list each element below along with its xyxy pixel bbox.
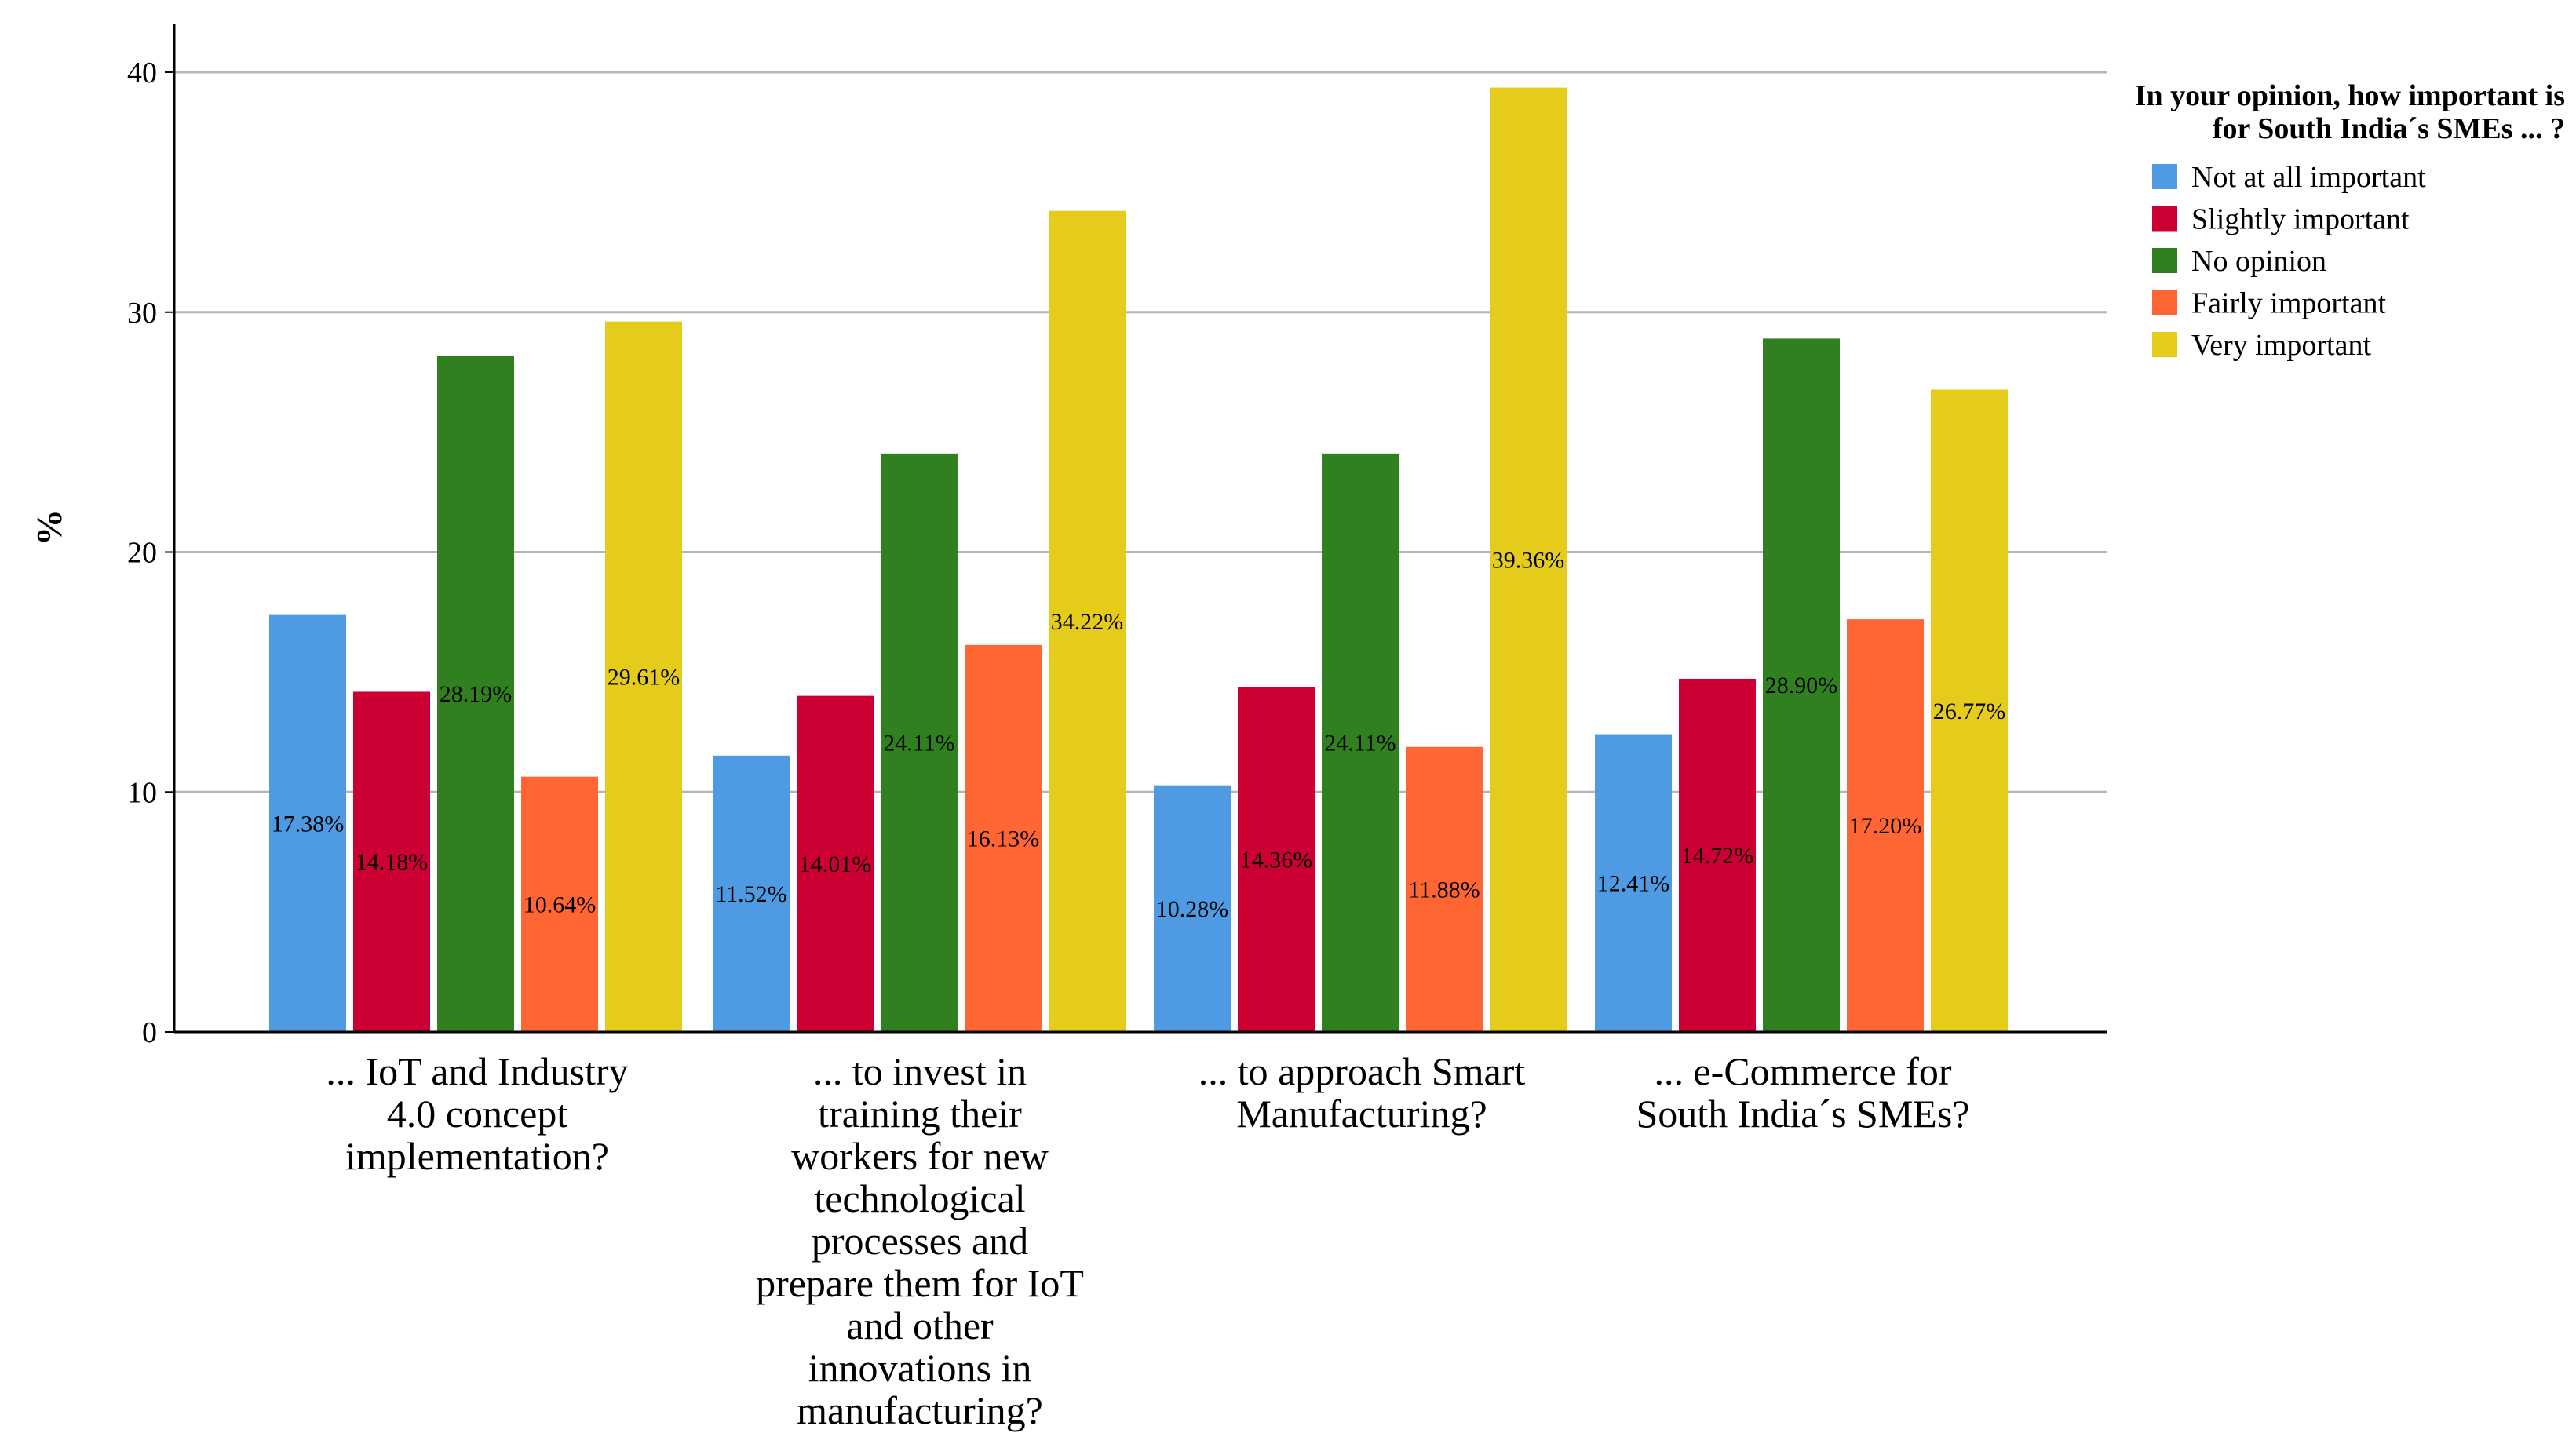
legend-entry: Very important: [2191, 329, 2371, 362]
bar-very-important-4: [1931, 389, 2008, 1032]
data-label: 11.88%: [1408, 877, 1480, 903]
data-label: 16.13%: [967, 826, 1040, 851]
bar-no-opinion-4: [1763, 338, 1840, 1032]
legend-swatch: [2152, 206, 2177, 232]
data-labels: 17.38% 11.52% 10.28% 12.41% 14.18% 14.01% 14.3…: [272, 547, 2006, 922]
data-label: 24.11%: [1324, 730, 1396, 756]
data-label: 12.41%: [1597, 870, 1670, 896]
data-label: 29.61%: [608, 664, 680, 690]
legend-swatch: [2152, 332, 2177, 357]
bar-not-at-all-important-2: [713, 755, 790, 1032]
legend-entry: Fairly important: [2191, 287, 2386, 320]
y-tick-label: 0: [142, 1016, 157, 1049]
bar-no-opinion-2: [881, 453, 958, 1032]
data-label: 10.64%: [524, 892, 597, 917]
data-label: 14.01%: [799, 851, 872, 877]
bar-no-opinion-1: [437, 356, 514, 1032]
data-label: 17.20%: [1849, 813, 1922, 839]
legend-swatch: [2152, 248, 2177, 273]
bar-no-opinion-3: [1322, 453, 1399, 1032]
data-label: 17.38%: [272, 811, 345, 837]
bar-not-at-all-important-4: [1595, 734, 1672, 1032]
data-label: 28.90%: [1765, 673, 1838, 698]
bar-fairly-important-2: [965, 644, 1042, 1032]
bar-slightly-important-3: [1238, 687, 1315, 1032]
category-label: ... to invest in training their workers fo…: [756, 1049, 1084, 1432]
y-axis-label: %: [29, 509, 69, 545]
legend-swatch: [2152, 164, 2177, 189]
category-label: ... to approach Smart Manufacturing?: [1199, 1049, 1526, 1136]
legend-swatch: [2152, 290, 2177, 315]
data-label: 39.36%: [1492, 547, 1565, 573]
y-tick-label: 20: [127, 537, 157, 570]
legend-entry: Not at all important: [2191, 161, 2426, 194]
data-label: 14.36%: [1240, 847, 1313, 873]
y-tick-label: 30: [127, 297, 157, 330]
data-label: 28.19%: [440, 681, 513, 707]
bar-fairly-important-4: [1847, 619, 1924, 1032]
y-tick-label: 40: [127, 57, 157, 89]
data-label: 14.72%: [1681, 843, 1754, 869]
bar-very-important-3: [1490, 87, 1567, 1033]
axes: 0 10 20 30 40% ... IoT and Industry 4.0 concep…: [29, 24, 2107, 1432]
data-label: 10.28%: [1156, 896, 1229, 922]
data-label: 14.18%: [356, 849, 429, 875]
bar-very-important-2: [1049, 210, 1126, 1032]
bar-fairly-important-3: [1406, 746, 1483, 1032]
legend-entry: No opinion: [2191, 245, 2326, 278]
category-label: ... e-Commerce for South India´s SMEs?: [1636, 1049, 1970, 1136]
bar-slightly-important-2: [797, 695, 874, 1032]
y-tick-label: 10: [127, 776, 157, 809]
data-label: 11.52%: [715, 881, 786, 907]
bars: [269, 87, 2008, 1033]
bar-slightly-important-4: [1679, 678, 1756, 1032]
bar-very-important-1: [605, 321, 682, 1032]
bar-fairly-important-1: [521, 776, 598, 1032]
bar-not-at-all-important-3: [1154, 785, 1231, 1032]
category-label: ... IoT and Industry 4.0 concept implement…: [326, 1049, 628, 1178]
data-label: 24.11%: [883, 730, 954, 756]
data-label: 34.22%: [1051, 609, 1124, 635]
legend-title: In your opinion, how important is for Sou…: [2135, 79, 2565, 145]
legend-entry: Slightly important: [2191, 203, 2410, 236]
legend: In your opinion, how important is for Sou…: [2135, 79, 2565, 362]
bar-not-at-all-important-1: [269, 614, 346, 1032]
data-label: 26.77%: [1933, 698, 2006, 724]
bar-slightly-important-1: [353, 691, 430, 1032]
